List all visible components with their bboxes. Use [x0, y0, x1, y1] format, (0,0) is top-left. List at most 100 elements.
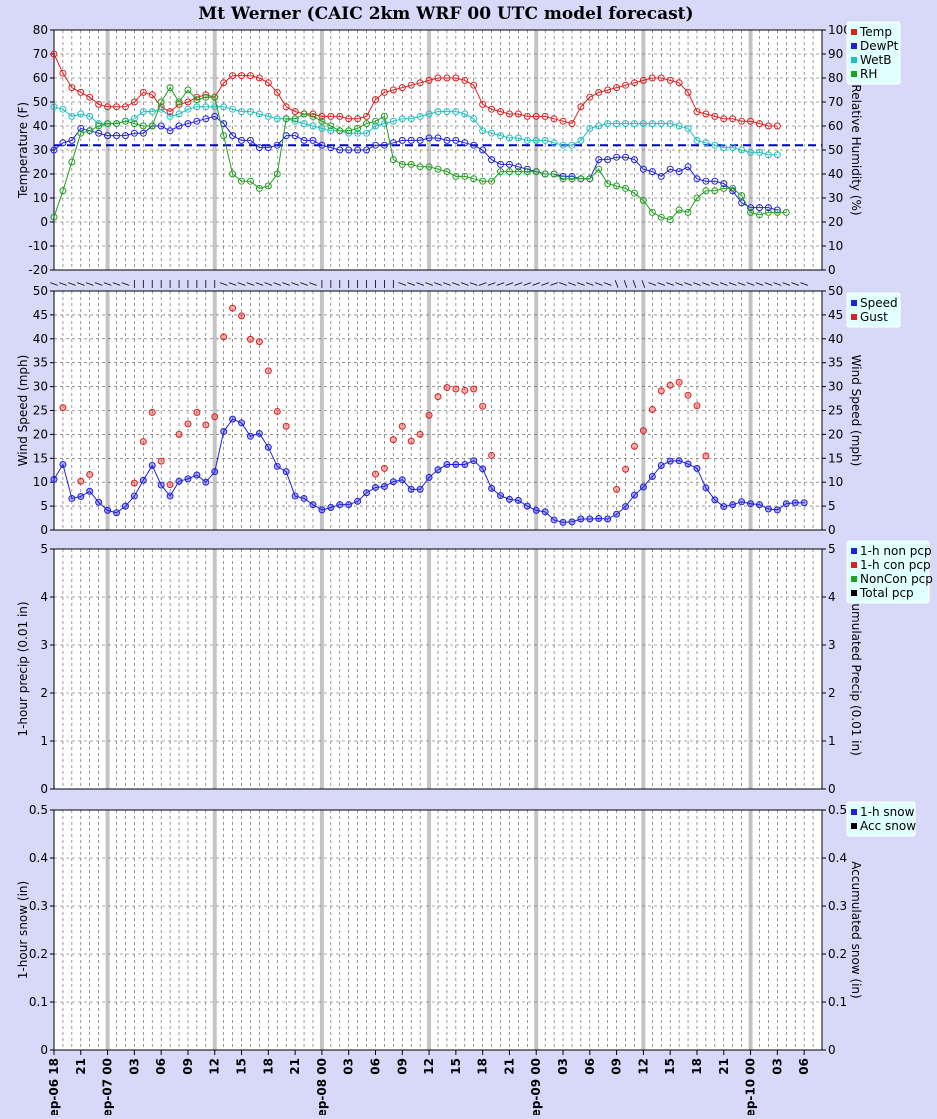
- wetb-point: [702, 139, 710, 147]
- day-band: [534, 810, 539, 1050]
- temp-point: [613, 84, 621, 92]
- wind-arrow-icon: [487, 282, 496, 286]
- wetb-point: [273, 115, 281, 123]
- wetb-point: [523, 136, 531, 144]
- wetb-point: [354, 129, 362, 137]
- legend-swatch: [851, 43, 857, 49]
- gust-point: [229, 304, 237, 312]
- temp-point: [95, 100, 103, 108]
- y2-tick-label: 100: [828, 23, 851, 37]
- dewpt-point: [461, 139, 469, 147]
- rh-point: [121, 117, 129, 125]
- wetb-point: [59, 105, 67, 113]
- y2-tick-label: 45: [828, 308, 843, 322]
- wind-arrow-icon: [791, 282, 800, 286]
- dewpt-point: [229, 132, 237, 140]
- x-tick-label: Sep-07 00: [101, 1058, 115, 1115]
- speed-point: [550, 516, 558, 524]
- legend-swatch: [851, 562, 857, 568]
- speed-point: [371, 483, 379, 491]
- rh-point: [309, 112, 317, 120]
- gust-point: [211, 413, 219, 421]
- dewpt-point: [720, 180, 728, 188]
- rh-point: [68, 158, 76, 166]
- dewpt-point: [434, 134, 442, 142]
- dewpt-point: [318, 141, 326, 149]
- rh-point: [86, 127, 94, 135]
- speed-point: [193, 471, 201, 479]
- rh-point: [282, 115, 290, 123]
- dewpt-point: [371, 141, 379, 149]
- y-tick-label: 40: [33, 119, 48, 133]
- y2-tick-label: 0: [828, 523, 836, 537]
- temp-point: [470, 81, 478, 89]
- y2-tick-label: 90: [828, 47, 843, 61]
- rh-point: [720, 184, 728, 192]
- rh-point: [630, 189, 638, 197]
- rh-point: [747, 208, 755, 216]
- wind-arrow-icon: [478, 282, 487, 286]
- precip-panel-frame: [53, 548, 823, 790]
- legend-label: 1-h snow: [860, 805, 915, 819]
- gust-point: [77, 477, 85, 485]
- wetb-point: [95, 120, 103, 128]
- dewpt-point: [764, 204, 772, 212]
- speed-point: [229, 415, 237, 423]
- y-tick-label: 0.4: [29, 851, 48, 865]
- gust-point: [130, 479, 138, 487]
- wetb-point: [318, 124, 326, 132]
- temp-point: [327, 112, 335, 120]
- rh-point: [434, 165, 442, 173]
- wetb-point: [639, 120, 647, 128]
- wetb-point: [729, 144, 737, 152]
- wind-arrow-icon: [282, 282, 291, 286]
- rh-point: [773, 208, 781, 216]
- rh-point: [184, 86, 192, 94]
- rh-point: [604, 180, 612, 188]
- dewpt-point: [514, 163, 522, 171]
- wetb-point: [577, 136, 585, 144]
- speed-point: [130, 492, 138, 500]
- dewpt-point: [479, 146, 487, 154]
- y-tick-label: 0: [40, 215, 48, 229]
- legend-label: WetB: [860, 53, 891, 67]
- rh-point: [666, 216, 674, 224]
- y-tick-label: 2: [40, 686, 48, 700]
- speed-point: [755, 501, 763, 509]
- day-band: [319, 549, 324, 789]
- rh-point: [202, 93, 210, 101]
- speed-point: [773, 506, 781, 514]
- x-tick-label: Sep-10 00: [744, 1058, 758, 1115]
- wind-arrow-icon: [434, 282, 442, 286]
- speed-point: [238, 419, 246, 427]
- y2-tick-label: 60: [828, 119, 843, 133]
- speed-point: [702, 484, 710, 492]
- legend-label: Temp: [859, 25, 892, 39]
- y-tick-label: 0.3: [29, 899, 48, 913]
- temp-point: [497, 108, 505, 116]
- x-tick-label: 15: [449, 1058, 463, 1075]
- speed-point: [309, 501, 317, 509]
- wetb-point: [648, 120, 656, 128]
- rh-point: [139, 122, 147, 130]
- temp-point: [130, 98, 138, 106]
- gust-point: [59, 404, 67, 412]
- wind-arrow-icon: [693, 282, 701, 286]
- x-tick-label: 06: [154, 1058, 168, 1075]
- temp-point: [246, 72, 254, 80]
- temp-point: [729, 115, 737, 123]
- speed-point: [184, 475, 192, 483]
- rh-point: [363, 120, 371, 128]
- legend-swatch: [851, 29, 857, 35]
- wetb-point: [443, 108, 451, 116]
- y-tick-label: 60: [33, 71, 48, 85]
- wind-panel-frame: [53, 290, 823, 531]
- gust-point: [452, 385, 460, 393]
- x-tick-label: 21: [717, 1058, 731, 1075]
- x-tick-label: 09: [181, 1058, 195, 1075]
- y-tick-label: -10: [28, 239, 48, 253]
- wetb-point: [470, 115, 478, 123]
- legend-label: Total pcp: [859, 586, 914, 600]
- speed-point: [139, 476, 147, 484]
- speed-point: [113, 509, 121, 517]
